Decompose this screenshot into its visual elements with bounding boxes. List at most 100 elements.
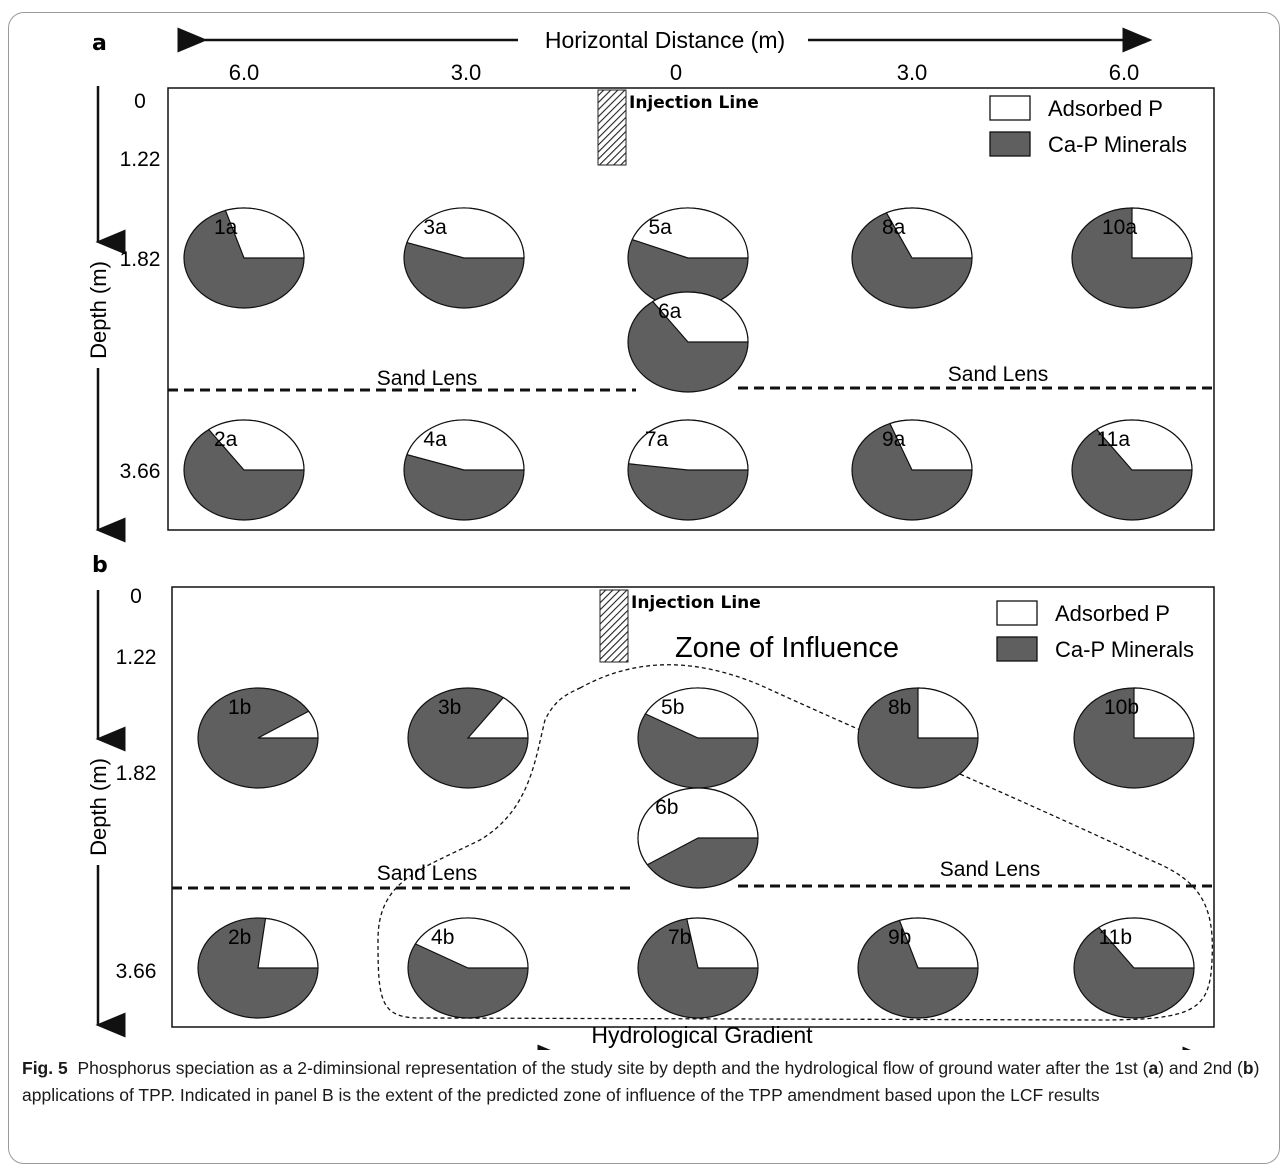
pie-1b: 1b: [197, 687, 319, 789]
pie-slice-adsorbed: [257, 917, 319, 969]
pie-slice-adsorbed: [207, 419, 305, 471]
pie-5a: 5a: [627, 207, 749, 309]
pie-11a: 11a: [1071, 419, 1193, 521]
pie-slice-adsorbed: [1133, 687, 1195, 739]
pie-slice-adsorbed: [898, 917, 979, 969]
pie-label: 5b: [661, 696, 684, 719]
pie-slice-adsorbed: [644, 687, 759, 739]
pie-slice-adsorbed: [627, 419, 749, 471]
bottom-axis-title: Hydrological Gradient: [591, 1022, 813, 1048]
x-tick-label: 6.0: [229, 60, 260, 85]
sand-lens-label-left: Sand Lens: [377, 862, 477, 885]
y-tick-label: 1.82: [116, 762, 157, 785]
pie-label: 8a: [882, 216, 906, 239]
pie-slice-adsorbed: [406, 207, 525, 259]
pie-slice-adsorbed: [889, 419, 973, 471]
pie-label: 9b: [888, 926, 911, 949]
legend-swatch-ca-p: [989, 131, 1031, 157]
pie-2a: 2a: [183, 419, 305, 521]
pie-slice-adsorbed: [466, 696, 529, 739]
y-tick-label: 1.22: [116, 646, 157, 669]
y-tick-label: 1.22: [120, 148, 161, 171]
pie-label: 4a: [423, 428, 447, 451]
x-tick-label: 6.0: [1109, 60, 1140, 85]
legend-label-ca-p: Ca-P Minerals: [1055, 637, 1194, 662]
pie-2b: 2b: [197, 917, 319, 1019]
legend-swatch-ca-p: [996, 636, 1038, 662]
pie-label: 5a: [649, 216, 673, 239]
y-tick-label: 1.82: [120, 248, 161, 271]
pie-slice-adsorbed: [1131, 207, 1193, 259]
legend-label-adsorbed: Adsorbed P: [1055, 601, 1170, 626]
y-tick-label: 0: [134, 90, 146, 113]
pie-4a: 4a: [403, 419, 525, 521]
pie-6a: 6a: [627, 291, 749, 393]
pie-slice-adsorbed: [414, 917, 529, 969]
pie-label: 6a: [658, 300, 682, 323]
x-tick-label: 0: [670, 60, 682, 85]
pie-label: 9a: [882, 428, 906, 451]
pie-label: 2b: [228, 926, 251, 949]
sand-lens-label-left: Sand Lens: [377, 367, 477, 390]
pie-8b: 8b: [857, 687, 979, 789]
pie-slice-adsorbed: [257, 710, 319, 739]
pie-10b: 10b: [1073, 687, 1195, 789]
injection-line-marker: [597, 89, 627, 166]
pie-slice-adsorbed: [885, 207, 973, 259]
y-tick-label: 3.66: [120, 460, 161, 483]
pie-label: 3a: [423, 216, 447, 239]
pie-label: 11a: [1097, 428, 1131, 451]
legend-label-ca-p: Ca-P Minerals: [1048, 132, 1187, 157]
caption-text-3: ) applications of TPP. Indicated in pane…: [22, 1058, 1260, 1105]
pie-slice-adsorbed: [1097, 917, 1195, 969]
figure-caption: Fig. 5 Phosphorus speciation as a 2-dimi…: [22, 1055, 1272, 1109]
pie-label: 4b: [431, 926, 454, 949]
x-tick-label: 3.0: [451, 60, 482, 85]
depth-axis-title: Depth (m): [86, 261, 111, 359]
pie-label: 7b: [668, 926, 691, 949]
caption-panel-b: b: [1242, 1058, 1254, 1078]
pie-label: 11b: [1099, 926, 1132, 949]
pie-7b: 7b: [637, 917, 759, 1019]
legend-swatch-adsorbed: [996, 600, 1038, 626]
injection-line-label: Injection Line: [629, 93, 759, 113]
x-tick-label: 3.0: [897, 60, 928, 85]
pie-slice-adsorbed: [651, 291, 749, 343]
legend-label-adsorbed: Adsorbed P: [1048, 96, 1163, 121]
pie-9b: 9b: [857, 917, 979, 1019]
pie-3a: 3a: [403, 207, 525, 309]
pie-slice-adsorbed: [637, 787, 759, 866]
pie-label: 8b: [888, 696, 911, 719]
pie-slice-adsorbed: [631, 207, 749, 259]
pie-label: 1a: [214, 216, 238, 239]
panel-letter: a: [92, 31, 107, 56]
pie-slice-adsorbed: [224, 207, 305, 259]
pie-10a: 10a: [1071, 207, 1193, 309]
caption-text-2: ) and 2nd (: [1158, 1058, 1243, 1078]
injection-line-label: Injection Line: [631, 593, 761, 613]
zone-of-influence-label: Zone of Influence: [675, 632, 899, 664]
pie-label: 3b: [438, 696, 461, 719]
pie-label: 2a: [214, 428, 238, 451]
injection-line-marker: [599, 589, 629, 663]
panel-box: [171, 586, 1215, 1028]
pie-slice-adsorbed: [686, 917, 759, 969]
pie-label: 7a: [645, 428, 669, 451]
panel-letter: b: [92, 553, 108, 578]
pie-8a: 8a: [851, 207, 973, 309]
pie-3b: 3b: [407, 687, 529, 789]
pie-label: 1b: [228, 696, 251, 719]
pie-1a: 1a: [183, 207, 305, 309]
panel-b: b Depth (m) 0 1.22 1.82 3.66 Injection Line Zon…: [86, 553, 1215, 1038]
panel-box: [167, 87, 1215, 531]
pie-5b: 5b: [637, 687, 759, 789]
sand-lens-label-right: Sand Lens: [948, 363, 1048, 386]
panel-a: a Horizontal Distance (m) 6.0 3.0 0 3.0 6.0 Dep…: [86, 27, 1215, 543]
figure-canvas: a Horizontal Distance (m) 6.0 3.0 0 3.0 6.0 Dep…: [86, 27, 1215, 1050]
figure-frame: [8, 12, 1280, 1164]
sand-lens-label-right: Sand Lens: [940, 858, 1040, 881]
pie-label: 10b: [1104, 696, 1139, 719]
y-tick-label: 0: [130, 585, 142, 608]
pie-11b: 11b: [1073, 917, 1195, 1019]
caption-panel-a: a: [1148, 1058, 1159, 1078]
